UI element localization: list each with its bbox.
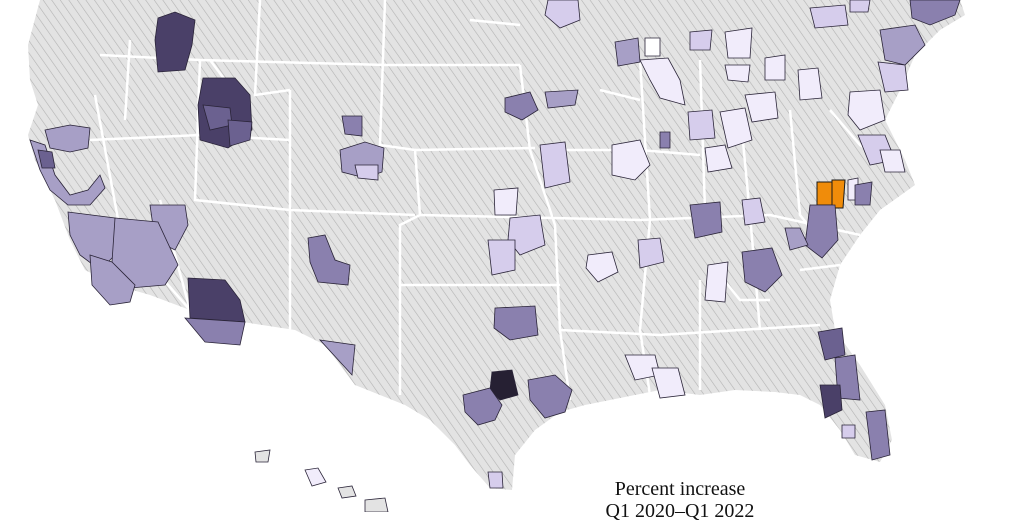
metro-region	[744, 91, 779, 123]
metro-region	[527, 374, 573, 419]
metro-region	[227, 119, 253, 147]
metro-region	[704, 144, 733, 173]
metro-region	[493, 187, 519, 216]
metro-region	[462, 387, 503, 426]
metro-region	[487, 239, 516, 276]
metro-region	[539, 141, 571, 189]
metro-region	[318, 339, 356, 376]
metro-region	[741, 197, 766, 226]
metro-region	[809, 4, 849, 29]
metro-region	[724, 27, 753, 59]
metro-region	[909, 0, 961, 26]
metro-region	[704, 261, 729, 303]
metro-region	[689, 29, 713, 51]
metro-region	[687, 109, 716, 141]
metro-region	[719, 107, 753, 149]
metro-region	[307, 234, 351, 286]
metro-region	[849, 0, 871, 13]
metro-region	[154, 11, 196, 73]
metro-region	[44, 124, 91, 153]
metro-region	[741, 247, 783, 293]
legend-period: Q1 2020–Q1 2022	[605, 500, 755, 522]
metro-region	[879, 149, 906, 173]
metro-region	[879, 24, 926, 66]
legend-title: Percent increase	[614, 478, 746, 500]
metro-region	[639, 57, 686, 106]
highlight-metro	[831, 179, 846, 209]
metro-region	[489, 369, 519, 401]
metro-region	[493, 305, 539, 341]
metro-region	[585, 251, 619, 283]
metro-region	[804, 204, 839, 259]
metro-region	[784, 227, 809, 251]
hawaii-island	[337, 485, 357, 499]
metro-region	[877, 61, 909, 93]
metro-region	[341, 115, 363, 137]
metro-region	[637, 237, 665, 269]
metro-region	[304, 467, 327, 487]
metro-region	[611, 139, 651, 181]
metro-region	[819, 384, 843, 419]
metro-areas	[29, 0, 961, 512]
metro-region	[854, 181, 873, 206]
metro-region	[89, 254, 136, 306]
metro-region	[841, 424, 856, 439]
hawaii-island	[364, 497, 389, 512]
hawaii-island	[254, 449, 271, 463]
highlight-metro	[816, 181, 833, 206]
metro-region	[651, 367, 686, 399]
metro-region	[724, 64, 751, 83]
metro-region	[644, 37, 661, 57]
metro-region	[37, 149, 56, 169]
metro-region	[847, 89, 886, 131]
metro-region	[544, 0, 581, 29]
metro-region	[507, 214, 546, 256]
metro-region	[817, 327, 846, 361]
metro-region	[797, 67, 823, 101]
metro-region	[614, 37, 641, 67]
metro-region	[659, 131, 671, 149]
metro-region	[865, 409, 891, 461]
metro-region	[487, 471, 504, 489]
metro-region	[689, 201, 723, 239]
metro-region	[544, 89, 579, 109]
metro-region	[504, 91, 539, 121]
metro-region	[764, 54, 786, 81]
metro-region	[184, 317, 246, 346]
metro-region	[187, 277, 246, 323]
metro-region	[354, 164, 379, 181]
